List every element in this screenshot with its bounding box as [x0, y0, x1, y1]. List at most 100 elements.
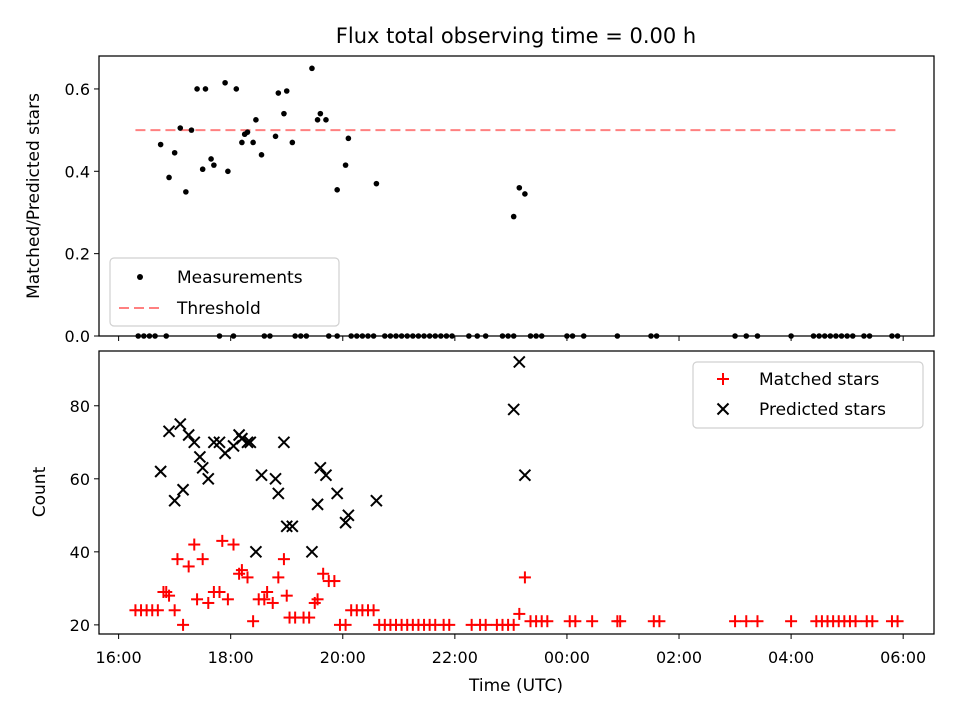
matched-legend-plus [717, 373, 729, 385]
measurement-point [233, 86, 240, 92]
zero-ratio-point [810, 333, 817, 339]
predicted-star-point-b [305, 545, 319, 559]
matched-star-point [261, 586, 274, 599]
predicted-star-point-b [202, 472, 215, 486]
zero-ratio-point [393, 333, 399, 339]
matched-star-point [202, 596, 215, 609]
matched-star-point [171, 553, 184, 566]
predicted-star-point-b [207, 436, 221, 449]
zero-ratio-point [141, 333, 147, 339]
matched-star-point [216, 534, 229, 547]
matched-star-point [541, 615, 554, 628]
predicted-legend-cross [716, 402, 730, 416]
zero-ratio-point [415, 333, 422, 339]
zero-ratio-point [788, 333, 794, 339]
bottom-legend: Matched stars Predicted stars [692, 361, 924, 429]
matched-star-point [227, 538, 240, 551]
predicted-star-point [182, 428, 195, 442]
predicted-star-point [305, 545, 319, 559]
predicted-legend-cross-b [716, 402, 730, 416]
measurement-point [314, 117, 321, 123]
measurement-point [171, 149, 178, 156]
predicted-star-point-b [154, 465, 167, 478]
bottom-points [129, 355, 904, 631]
measurement-point [183, 189, 189, 195]
zero-ratio-point [569, 333, 576, 339]
measurement-point [239, 139, 245, 146]
measurements-legend-label: Measurements [177, 268, 303, 288]
matched-star-point [740, 615, 753, 628]
zero-ratio-point [466, 333, 472, 339]
predicted-star-point-b [319, 468, 333, 482]
measurement-point [253, 117, 259, 123]
predicted-star-point-b [174, 417, 187, 431]
matched-star-point [586, 615, 599, 628]
measurement-point [188, 127, 195, 133]
zero-ratio-point [833, 333, 839, 339]
predicted-star-point-b [188, 436, 201, 449]
matched-star-point [196, 553, 209, 566]
measurement-point [317, 110, 324, 117]
zero-ratio-point [135, 333, 142, 339]
predicted-star-point-b [286, 520, 299, 533]
predicted-star-point-b [182, 428, 195, 442]
bottom-x-tick-label: 20:00 [320, 648, 366, 667]
zero-ratio-point [438, 333, 444, 339]
predicted-star-point-b [272, 487, 285, 500]
zero-ratio-point [292, 333, 298, 339]
bottom-x-tick-label: 22:00 [432, 648, 478, 667]
zero-ratio-point [580, 333, 587, 339]
bottom-ylabel: Count [30, 466, 50, 517]
zero-ratio-point [398, 333, 405, 339]
bottom-x-tick-label: 18:00 [208, 648, 254, 667]
predicted-star-point [370, 494, 383, 507]
top-y-ticks: 0.0 0.2 0.4 0.6 [65, 80, 99, 346]
predicted-star-point [196, 461, 209, 475]
matched-star-point [151, 604, 164, 617]
zero-ratio-point [564, 333, 570, 339]
zero-ratio-point [297, 333, 304, 339]
zero-ratio-point [348, 333, 354, 339]
matched-star-point [188, 538, 201, 551]
zero-ratio-point [754, 333, 761, 339]
matched-star-point [367, 604, 380, 617]
predicted-star-point-b [342, 509, 355, 522]
measurement-point [283, 88, 290, 94]
matched-star-point [177, 618, 190, 631]
predicted-star-point [311, 498, 324, 511]
matched-legend-label: Matched stars [759, 370, 879, 390]
measurement-point [275, 90, 282, 96]
top-y-tick-label: 0.6 [65, 80, 90, 99]
predicted-star-point-b [168, 494, 181, 507]
top-x-ticks [118, 336, 904, 341]
measurement-point [208, 156, 214, 162]
threshold-legend-label: Threshold [176, 299, 261, 319]
zero-ratio-point [474, 333, 481, 339]
matched-star-point [751, 615, 764, 628]
matched-star-point [339, 618, 352, 631]
zero-ratio-point [861, 333, 867, 339]
chart-title: Flux total observing time = 0.00 h [336, 24, 696, 48]
measurement-point [157, 141, 164, 148]
matched-star-point [247, 615, 260, 628]
bottom-y-tick-label: 20 [70, 616, 90, 635]
top-legend: Measurements Threshold [109, 257, 340, 327]
zero-ratio-point [382, 333, 388, 339]
measurement-point [323, 117, 329, 123]
zero-ratio-point [533, 333, 539, 339]
zero-ratio-point [163, 333, 170, 339]
predicted-star-point [272, 487, 285, 500]
matched-star-point [191, 593, 204, 606]
zero-ratio-point [359, 333, 366, 339]
matched-star-point [280, 589, 293, 602]
measurement-point [166, 174, 172, 181]
predicted-star-point [162, 425, 176, 438]
matched-star-point [221, 593, 234, 606]
bottom-x-tick-label: 02:00 [656, 648, 702, 667]
zero-ratio-point [482, 333, 489, 339]
zero-ratio-point [303, 333, 310, 339]
matched-star-point [272, 571, 285, 584]
bottom-y-ticks: 20 40 60 80 [70, 397, 99, 635]
zero-ratio-point [146, 333, 153, 339]
predicted-star-point [507, 403, 520, 416]
